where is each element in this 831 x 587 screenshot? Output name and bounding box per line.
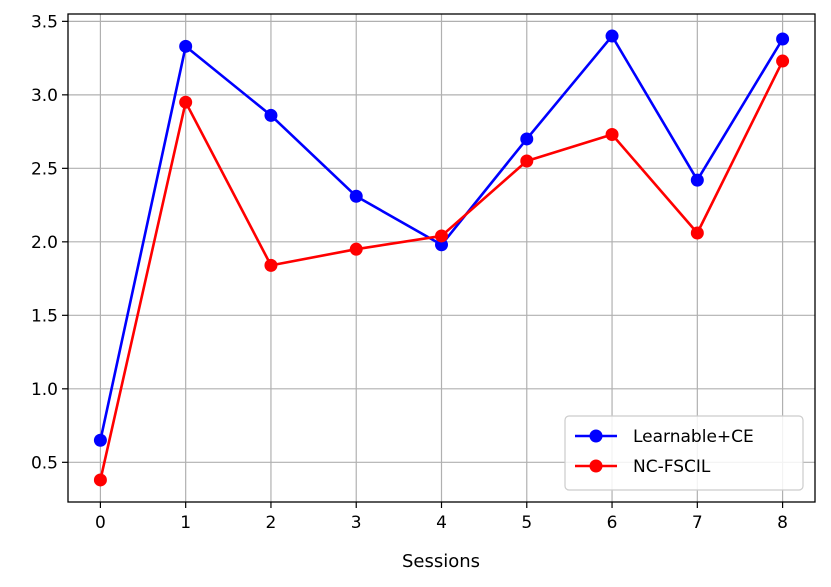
- legend-item: NC-FSCIL: [575, 457, 711, 477]
- y-tick-label: 2.0: [31, 233, 58, 253]
- x-tick-label: 1: [180, 513, 191, 533]
- x-tick-label: 3: [351, 513, 362, 533]
- x-axis: 0 1 2 3 4 5 6 7 8: [95, 502, 788, 533]
- data-point: [690, 173, 704, 187]
- data-point: [520, 154, 534, 168]
- data-point: [349, 242, 363, 256]
- x-tick-label: 5: [521, 513, 532, 533]
- data-point: [349, 189, 363, 203]
- data-point: [93, 473, 107, 487]
- series-layer: [93, 29, 790, 487]
- data-point: [179, 95, 193, 109]
- x-axis-label: Sessions: [402, 551, 480, 572]
- legend-label: NC-FSCIL: [633, 457, 711, 477]
- data-point: [520, 132, 534, 146]
- legend-label: Learnable+CE: [633, 427, 754, 447]
- y-tick-label: 3.5: [31, 12, 58, 32]
- x-tick-label: 2: [266, 513, 277, 533]
- y-tick-label: 2.5: [31, 159, 58, 179]
- data-point: [605, 128, 619, 142]
- data-point: [93, 433, 107, 447]
- y-tick-label: 3.0: [31, 86, 58, 106]
- data-point: [690, 226, 704, 240]
- legend-item: Learnable+CE: [575, 427, 754, 447]
- legend-marker: [589, 429, 603, 443]
- data-point: [776, 32, 790, 46]
- data-point: [264, 108, 278, 122]
- data-point: [605, 29, 619, 43]
- y-tick-label: 1.5: [31, 306, 58, 326]
- x-tick-label: 0: [95, 513, 106, 533]
- series-nc-fscil: [93, 54, 790, 487]
- legend-box: [564, 415, 804, 491]
- x-tick-label: 8: [777, 513, 788, 533]
- legend: Learnable+CE NC-FSCIL: [564, 415, 804, 491]
- data-point: [179, 39, 193, 53]
- data-point: [435, 229, 448, 243]
- y-axis: 0.5 1.0 1.5 2.0 2.5 3.0 3.5: [31, 12, 68, 473]
- data-point: [776, 54, 790, 68]
- x-tick-label: 7: [692, 513, 703, 533]
- data-point: [264, 258, 278, 272]
- legend-marker: [589, 459, 603, 473]
- y-tick-label: 0.5: [31, 453, 58, 473]
- y-tick-label: 1.0: [31, 380, 58, 400]
- x-tick-label: 6: [607, 513, 618, 533]
- x-tick-label: 4: [436, 513, 447, 533]
